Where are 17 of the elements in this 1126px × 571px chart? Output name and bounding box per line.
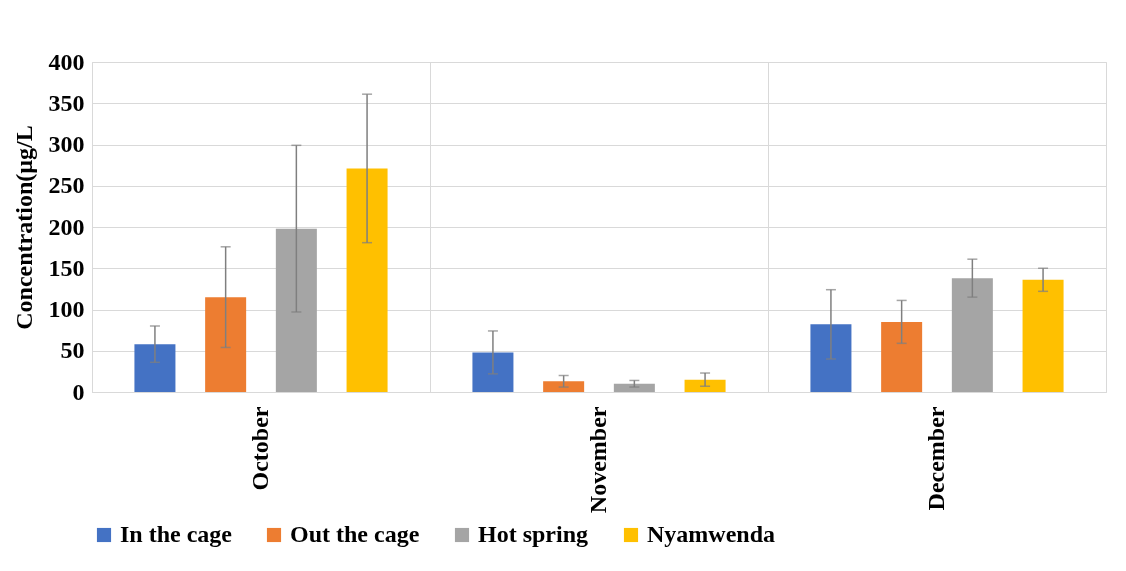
x-tick-label: October	[247, 406, 273, 491]
y-tick-label: 150	[48, 254, 85, 281]
y-tick-label: 100	[48, 296, 85, 322]
legend-label: In the cage	[120, 521, 233, 547]
y-tick-label: 350	[48, 89, 85, 116]
y-tick-label: 0	[72, 378, 85, 405]
legend-label: Hot spring	[478, 521, 589, 547]
y-tick-label: 400	[48, 48, 85, 75]
y-tick-label: 200	[48, 213, 85, 240]
legend-label: Out the cage	[290, 521, 420, 547]
y-tick-label: 50	[60, 337, 85, 364]
y-axis-title: Concentration(µg/L	[10, 125, 37, 330]
x-tick-label: December	[923, 406, 949, 511]
legend-label: Nyamwenda	[647, 521, 776, 547]
y-tick-label: 300	[48, 131, 85, 157]
x-tick-label: November	[585, 406, 611, 514]
y-tick-label: 250	[48, 172, 85, 199]
